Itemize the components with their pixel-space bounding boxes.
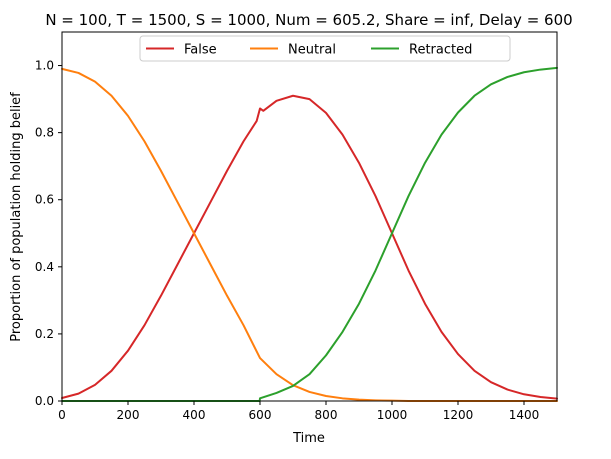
series-line-false — [61, 94, 558, 400]
plot-background — [62, 32, 557, 401]
axes-layer: 0 200 400 600 800 1000 1200 1400 0.0 0.2 0.4 0.6 0.8… — [35, 31, 558, 422]
x-tick-label: 800 — [315, 408, 338, 422]
legend: False Neutral Retracted — [139, 35, 511, 62]
x-tick-label: 0 — [58, 408, 66, 422]
x-axis-label: Time — [292, 431, 325, 446]
y-tick-label: 0.4 — [35, 260, 54, 274]
legend-label-false: False — [184, 43, 217, 58]
plot-area — [62, 32, 557, 401]
axes-frame — [61, 31, 558, 402]
x-tick-label: 1200 — [443, 408, 474, 422]
y-axis-label: Proportion of population holding belief — [9, 92, 24, 342]
x-tick-label: 600 — [249, 408, 272, 422]
legend-box — [139, 35, 511, 62]
y-tick-label: 0.8 — [35, 126, 54, 140]
y-tick-label: 1.0 — [35, 59, 54, 73]
x-tick-label: 200 — [117, 408, 140, 422]
x-tick-label: 1000 — [377, 408, 408, 422]
legend-label-retracted: Retracted — [409, 43, 472, 58]
x-tick-label: 1400 — [509, 408, 540, 422]
chart-title: N = 100, T = 1500, S = 1000, Num = 605.2… — [45, 11, 572, 29]
y-tick-label: 0.2 — [35, 327, 54, 341]
x-tick-label: 400 — [183, 408, 206, 422]
legend-label-neutral: Neutral — [288, 43, 336, 58]
y-tick-label: 0.6 — [35, 193, 54, 207]
y-tick-label: 0.0 — [35, 394, 54, 408]
